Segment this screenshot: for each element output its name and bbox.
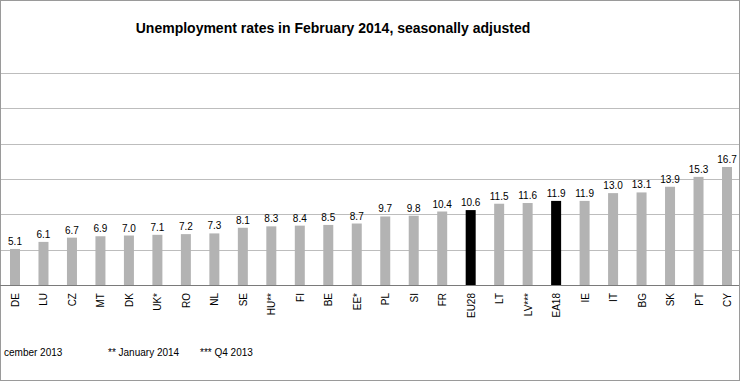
data-label: 8.5 bbox=[321, 212, 335, 223]
data-label: 13.0 bbox=[603, 180, 623, 191]
bar bbox=[67, 238, 77, 285]
x-tick-label: HU** bbox=[266, 293, 277, 315]
data-label: 7.3 bbox=[207, 220, 221, 231]
bar bbox=[494, 204, 504, 285]
bar bbox=[523, 203, 533, 285]
data-label: 6.1 bbox=[37, 229, 51, 240]
bar bbox=[551, 201, 561, 285]
bar bbox=[181, 234, 191, 285]
x-tick-label: FI bbox=[295, 293, 306, 302]
bar bbox=[266, 226, 276, 285]
bars bbox=[10, 167, 732, 285]
data-label: 8.7 bbox=[350, 211, 364, 222]
bar bbox=[466, 210, 476, 285]
data-label: 7.1 bbox=[150, 222, 164, 233]
bar bbox=[722, 167, 732, 285]
grid-line bbox=[0, 73, 739, 74]
data-label: 10.6 bbox=[461, 197, 481, 208]
x-tick-label: CZ bbox=[67, 293, 78, 306]
bar bbox=[323, 225, 333, 285]
data-label: 8.3 bbox=[264, 213, 278, 224]
bar bbox=[637, 192, 647, 285]
x-tick-label: CY bbox=[722, 293, 733, 307]
data-label: 10.4 bbox=[432, 199, 452, 210]
bar bbox=[124, 236, 134, 285]
bar bbox=[10, 249, 20, 285]
x-tick-label: LV*** bbox=[523, 293, 534, 316]
footnote: ** January 2014 bbox=[108, 347, 180, 358]
y-axis-line bbox=[0, 73, 1, 285]
grid-line bbox=[0, 179, 739, 180]
data-label: 13.1 bbox=[632, 179, 652, 190]
x-tick-label: EA18 bbox=[551, 293, 562, 318]
frame bbox=[1, 1, 740, 381]
x-tick-label: SE bbox=[238, 293, 249, 307]
grid-line bbox=[0, 144, 739, 145]
bar bbox=[437, 212, 447, 285]
bar bbox=[209, 233, 219, 285]
x-axis-line bbox=[0, 285, 739, 286]
footnote: cember 2013 bbox=[4, 347, 63, 358]
x-tick-label: UK* bbox=[152, 293, 163, 311]
x-tick-label: DK bbox=[124, 293, 135, 307]
x-tick-label: LU bbox=[38, 293, 49, 306]
data-label: 9.8 bbox=[407, 203, 421, 214]
bar bbox=[352, 224, 362, 285]
x-tick-label: PT bbox=[694, 293, 705, 306]
x-tick-label: SK bbox=[665, 293, 676, 307]
x-tick-label: EU28 bbox=[466, 293, 477, 318]
data-label: 11.9 bbox=[575, 188, 594, 199]
chart: Unemployment rates in February 2014, sea… bbox=[0, 0, 740, 389]
grid-line bbox=[0, 285, 739, 286]
data-label: 15.3 bbox=[689, 164, 709, 175]
x-tick-label: IT bbox=[608, 293, 619, 302]
x-tick-label: NL bbox=[209, 293, 220, 306]
bar bbox=[152, 235, 162, 285]
data-label: 11.5 bbox=[490, 191, 509, 202]
bar bbox=[409, 216, 419, 285]
x-tick-label: EE* bbox=[352, 293, 363, 310]
data-label: 9.7 bbox=[378, 203, 392, 214]
data-label: 6.9 bbox=[93, 223, 107, 234]
grid-line bbox=[0, 250, 739, 251]
bar bbox=[694, 177, 704, 285]
bar bbox=[95, 236, 105, 285]
footnote: *** Q4 2013 bbox=[200, 347, 253, 358]
data-label: 11.6 bbox=[518, 190, 537, 201]
bar bbox=[295, 226, 305, 285]
x-tick-label: FR bbox=[437, 293, 448, 306]
x-tick-label: PL bbox=[380, 293, 391, 306]
data-label: 13.9 bbox=[660, 174, 680, 185]
title: Unemployment rates in February 2014, sea… bbox=[136, 20, 530, 36]
grid-line bbox=[0, 214, 739, 215]
data-label: 7.2 bbox=[179, 221, 193, 232]
bar bbox=[665, 187, 675, 285]
x-tick-label: DE bbox=[10, 293, 21, 307]
bar bbox=[38, 242, 48, 285]
x-tick-label: LT bbox=[494, 293, 505, 304]
data-label: 8.1 bbox=[236, 215, 250, 226]
bar bbox=[238, 228, 248, 285]
data-label: 8.4 bbox=[293, 213, 307, 224]
bar bbox=[580, 201, 590, 285]
data-label: 5.1 bbox=[8, 236, 22, 247]
x-tick-label: MT bbox=[95, 293, 106, 307]
data-label: 16.7 bbox=[717, 154, 737, 165]
bar bbox=[608, 193, 618, 285]
x-tick-label: BE bbox=[323, 293, 334, 307]
bar bbox=[380, 216, 390, 285]
x-tick-label: BG bbox=[637, 293, 648, 308]
data-label: 6.7 bbox=[65, 225, 79, 236]
x-tick-label: IE bbox=[580, 293, 591, 303]
grid-line bbox=[0, 108, 739, 109]
data-label: 7.0 bbox=[122, 223, 136, 234]
x-tick-label: RO bbox=[181, 293, 192, 308]
x-tick-label: SI bbox=[409, 293, 420, 302]
data-label: 11.9 bbox=[547, 188, 566, 199]
